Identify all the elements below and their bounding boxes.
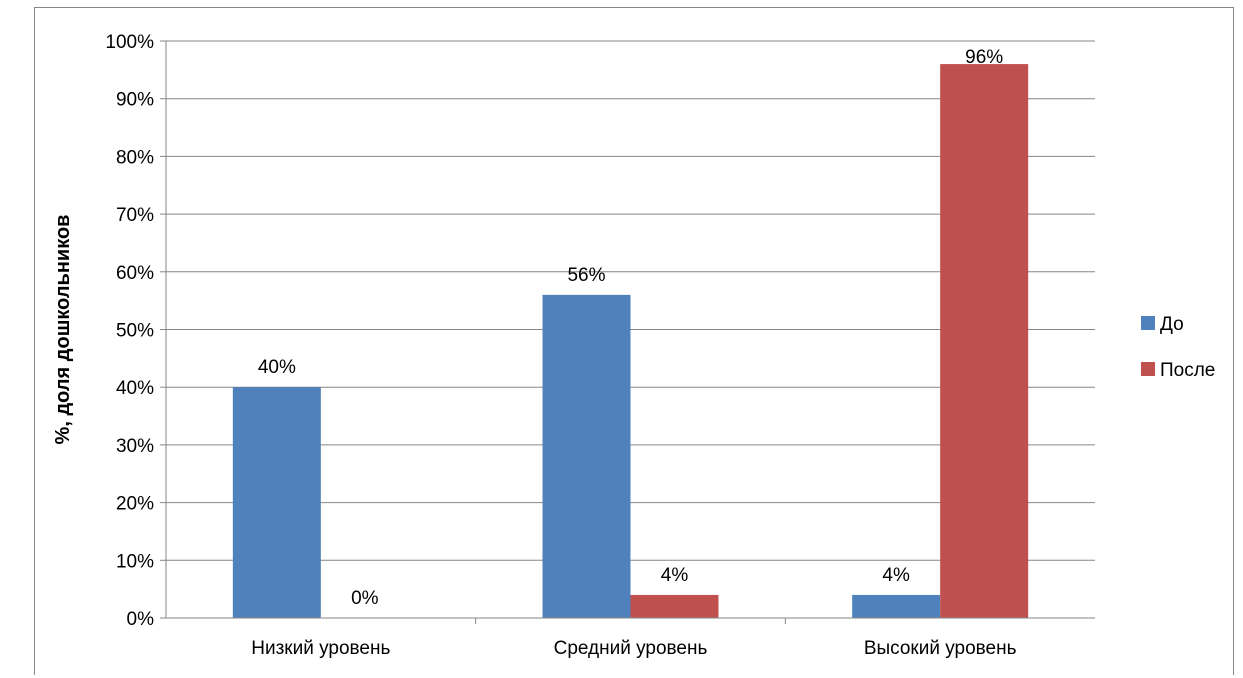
data-label: 4% (661, 565, 689, 586)
data-label: 96% (965, 47, 1003, 68)
data-label: 40% (258, 357, 296, 378)
category-label: Средний уровень (554, 638, 708, 659)
bar (232, 387, 321, 618)
legend-label: После (1160, 360, 1215, 381)
data-labels: 40% 0% 56% 4% 4% 96% (258, 47, 1003, 609)
y-tick-label: 20% (116, 494, 154, 515)
y-tick-label: 80% (116, 147, 154, 168)
y-axis-title: %, доля дошкольников (52, 215, 74, 445)
bar (542, 294, 631, 618)
category-labels: Низкий уровень Средний уровень Высокий уро… (251, 618, 1017, 659)
y-tick-label: 50% (116, 321, 154, 342)
bar (852, 594, 941, 618)
bar (940, 64, 1029, 618)
legend-label: До (1160, 314, 1184, 335)
y-tick-label: 10% (116, 551, 154, 572)
y-tick-label: 60% (116, 263, 154, 284)
data-label: 0% (351, 588, 379, 609)
y-tick-label: 0% (127, 609, 155, 630)
category-label: Высокий уровень (864, 638, 1017, 659)
data-label: 56% (567, 265, 605, 286)
y-axis-ticks: 0% 10% 20% 30% 40% 50% 60% 70% 80% 90% 100% (105, 32, 166, 630)
y-tick-label: 70% (116, 205, 154, 226)
bar (630, 594, 719, 618)
legend-swatch (1141, 362, 1155, 376)
data-label: 4% (882, 565, 910, 586)
category-label: Низкий уровень (251, 638, 390, 659)
legend-swatch (1141, 316, 1155, 330)
y-tick-label: 100% (105, 32, 154, 53)
bars (232, 64, 1029, 618)
legend: До После (1141, 314, 1215, 381)
y-tick-label: 40% (116, 378, 154, 399)
y-tick-label: 30% (116, 436, 154, 457)
y-tick-label: 90% (116, 90, 154, 111)
